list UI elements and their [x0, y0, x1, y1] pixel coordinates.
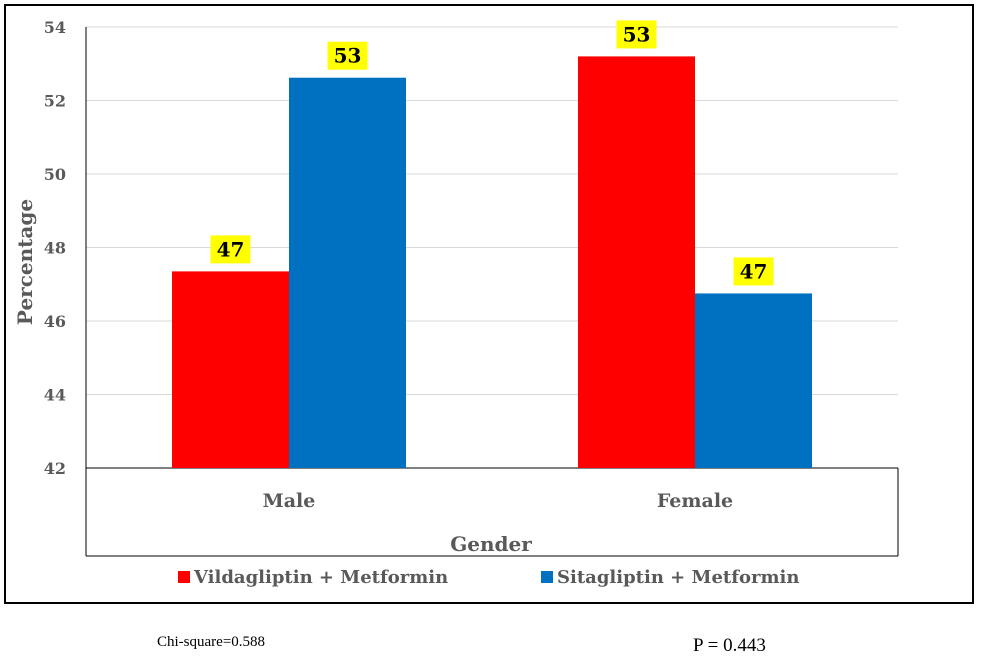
data-label: 47 [740, 259, 768, 283]
data-label-background [616, 20, 657, 49]
y-axis-title: Percentage [13, 199, 37, 325]
bar-female-series-2 [695, 293, 812, 468]
data-label: 53 [623, 22, 651, 46]
legend-swatch [541, 571, 553, 583]
data-label: 47 [217, 237, 245, 261]
bar-male-series-1 [172, 271, 289, 468]
bar-male-series-2 [289, 77, 406, 468]
y-tick-label: 48 [44, 239, 66, 258]
data-label-background [733, 257, 774, 286]
x-axis-title: Gender [450, 532, 532, 556]
y-tick-label: 52 [44, 92, 66, 111]
legend-swatch [178, 571, 190, 583]
data-label-background [210, 235, 251, 264]
y-tick-label: 42 [44, 459, 66, 478]
x-tick-label: Male [263, 490, 316, 512]
y-tick-label: 54 [44, 18, 66, 37]
legend-label: Sitagliptin + Metformin [557, 567, 799, 588]
chart-frame [4, 4, 974, 604]
y-tick-label: 50 [44, 165, 66, 184]
p-value-text: P = 0.443 [693, 635, 766, 656]
y-tick-label: 44 [44, 386, 66, 405]
chi-square-text: Chi-square=0.588 [157, 634, 266, 650]
data-label-background [327, 41, 368, 70]
data-label: 53 [334, 44, 362, 68]
y-tick-label: 46 [44, 312, 66, 331]
bar-female-series-1 [578, 56, 695, 469]
legend-label: Vildagliptin + Metformin [193, 567, 448, 588]
x-tick-label: Female [657, 490, 733, 512]
